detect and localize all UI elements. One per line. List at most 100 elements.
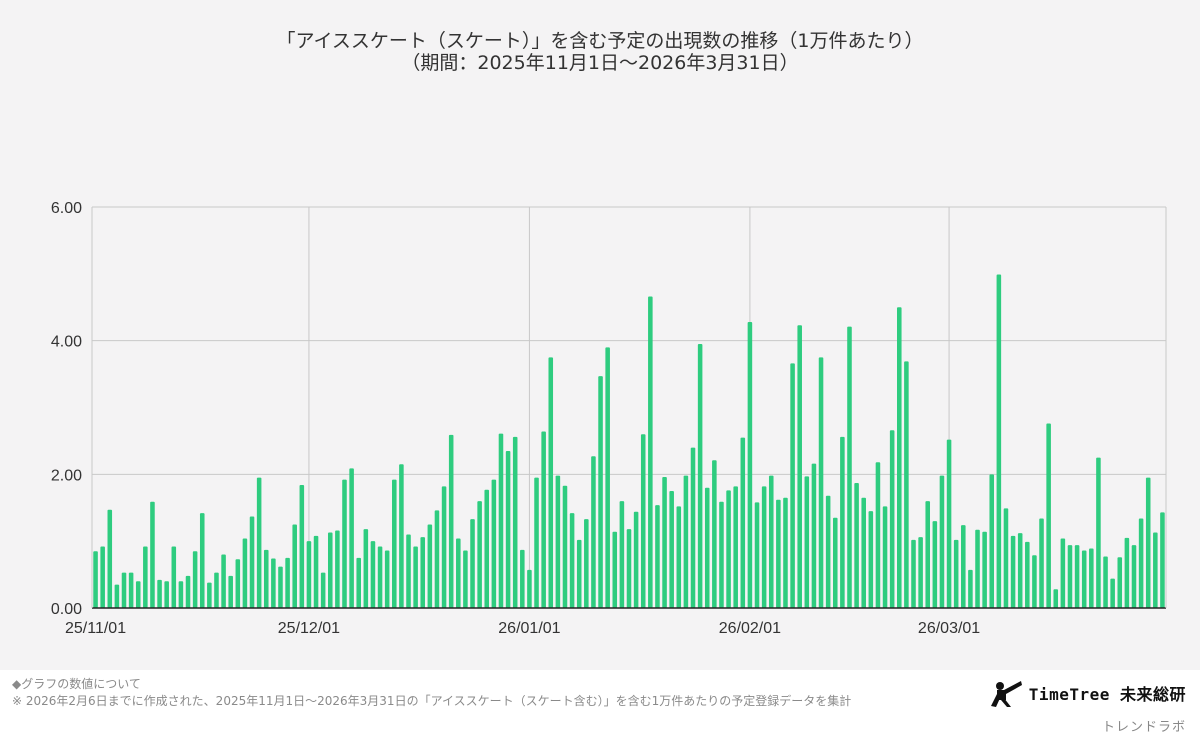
bar <box>456 538 461 608</box>
bar <box>292 524 297 608</box>
bar <box>313 535 319 608</box>
bar <box>875 462 881 608</box>
chart-title-line1: 「アイススケート（スケート）」を含む予定の出現数の推移（1万件あたり） <box>276 30 924 52</box>
bar <box>384 550 390 608</box>
bar <box>1124 537 1130 608</box>
bar <box>897 307 902 608</box>
bar <box>1046 423 1051 608</box>
bar <box>434 510 440 608</box>
bar <box>1160 512 1165 608</box>
bar <box>1096 457 1101 608</box>
bar <box>498 433 504 608</box>
bar <box>370 541 376 608</box>
chart-title-line2: （期間：2025年11月1日〜2026年3月31日） <box>401 52 799 74</box>
bar <box>1017 533 1023 608</box>
bar <box>712 460 717 608</box>
bar <box>961 525 966 608</box>
bar <box>989 474 995 608</box>
bar <box>1032 555 1037 608</box>
bar <box>690 447 696 608</box>
bar <box>982 531 987 608</box>
bar <box>697 344 703 608</box>
bar <box>93 551 98 608</box>
bar <box>584 519 589 608</box>
bar <box>285 557 290 608</box>
x-tick-label: 25/12/01 <box>278 620 340 637</box>
telescope-person-icon <box>990 681 1022 707</box>
bar <box>1138 518 1144 608</box>
bar <box>591 456 596 608</box>
bar <box>135 581 141 608</box>
bar <box>470 519 475 608</box>
bar <box>626 529 632 608</box>
bar <box>534 477 539 608</box>
note-heading: ◆グラフの数値について <box>12 677 141 691</box>
bar <box>1145 477 1151 608</box>
bar <box>320 572 326 608</box>
bar <box>832 517 838 608</box>
bar <box>804 476 810 608</box>
bar <box>1053 589 1059 608</box>
bar <box>477 501 482 608</box>
bar <box>484 489 490 608</box>
bar <box>576 539 582 608</box>
footer: ◆グラフの数値について ※ 2026年2月6日までに作成された、2025年11月… <box>0 670 1200 738</box>
bar <box>185 575 191 608</box>
bar <box>740 437 746 608</box>
bar <box>1131 545 1137 608</box>
bar <box>342 479 347 608</box>
bar <box>448 434 454 608</box>
bar <box>783 497 788 608</box>
bar <box>1081 550 1087 608</box>
bar <box>669 491 674 608</box>
bar <box>505 450 511 608</box>
bar <box>882 506 888 608</box>
data-note: ◆グラフの数値について ※ 2026年2月6日までに作成された、2025年11月… <box>12 676 962 710</box>
bar <box>520 549 525 608</box>
bar <box>150 501 155 608</box>
bar <box>1089 548 1094 608</box>
bar <box>249 516 255 608</box>
bar <box>399 464 404 608</box>
bar <box>648 296 653 608</box>
bar <box>392 479 397 608</box>
bar <box>121 572 127 608</box>
bar <box>143 546 148 608</box>
bar <box>655 505 660 608</box>
x-tick-label: 25/11/01 <box>65 620 126 637</box>
bar <box>1074 545 1080 608</box>
bar <box>747 321 753 608</box>
bar <box>911 539 916 608</box>
brand-logo: TimeTree 未来総研 トレンドラボ <box>987 678 1186 735</box>
bar <box>271 558 276 608</box>
bar <box>541 431 546 608</box>
bar <box>1103 556 1108 608</box>
bar <box>868 511 874 608</box>
bar <box>918 537 923 608</box>
bar <box>768 475 774 608</box>
bar <box>1067 545 1073 608</box>
bar <box>975 529 980 608</box>
bar <box>427 524 433 608</box>
bar <box>420 537 426 608</box>
x-tick-label: 26/03/01 <box>918 620 980 637</box>
bar <box>406 534 411 608</box>
chart-title: 「アイススケート（スケート）」を含む予定の出現数の推移（1万件あたり） （期間：… <box>0 30 1200 74</box>
bar <box>704 487 710 608</box>
bar <box>612 531 618 608</box>
bar <box>327 532 333 608</box>
note-body: ※ 2026年2月6日までに作成された、2025年11月1日〜2026年3月31… <box>12 694 852 708</box>
bar <box>263 549 269 608</box>
bar-chart: 0.00 2.00 4.00 6.00 25/11/01 25/12/01 26/01/01… <box>51 200 1167 637</box>
bar <box>726 490 731 608</box>
bar <box>157 579 162 608</box>
bar <box>569 513 575 608</box>
bar <box>512 436 518 608</box>
bar <box>904 361 909 608</box>
bar <box>776 499 781 608</box>
bar <box>996 274 1002 608</box>
bar <box>363 529 369 608</box>
bar <box>1060 538 1066 608</box>
bar <box>199 513 205 608</box>
x-tick-label: 26/01/01 <box>498 620 560 637</box>
